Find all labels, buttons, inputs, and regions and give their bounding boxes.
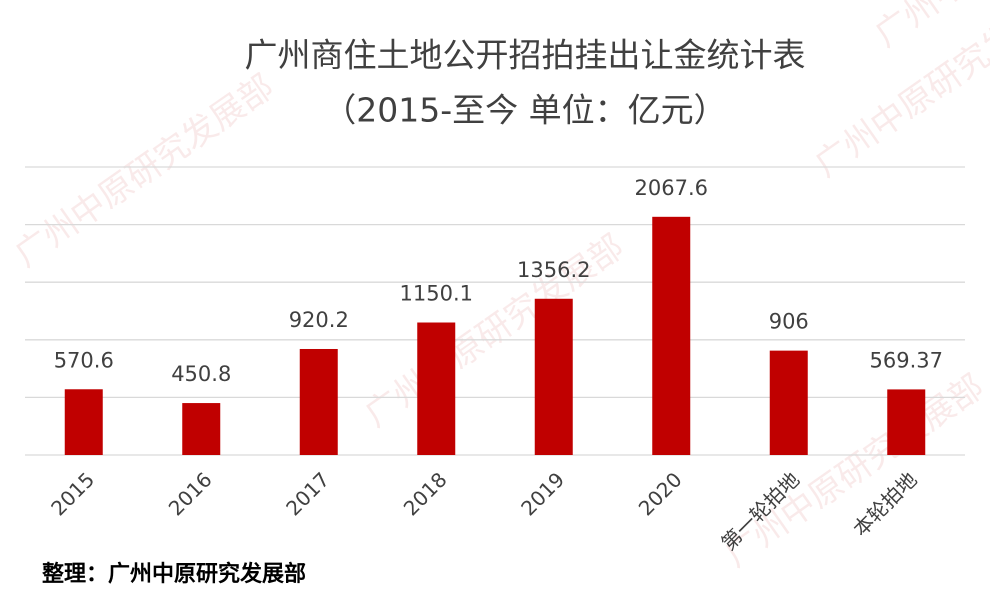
watermark: 广州中原研究发展部 xyxy=(718,367,990,575)
bar xyxy=(182,403,221,455)
x-tick-label: 2020 xyxy=(634,467,687,520)
x-tick-label: 2017 xyxy=(281,467,334,520)
chart-subtitle: （2015-至今 单位：亿元） xyxy=(323,91,726,130)
bar xyxy=(417,322,456,455)
value-label: 1150.1 xyxy=(400,282,473,306)
value-label: 1356.2 xyxy=(517,258,590,282)
value-label: 570.6 xyxy=(54,348,114,372)
bar xyxy=(769,350,808,455)
bar xyxy=(534,298,573,455)
value-label: 920.2 xyxy=(289,308,349,332)
bar xyxy=(887,389,926,455)
x-tick-label: 2018 xyxy=(399,467,452,520)
value-label: 450.8 xyxy=(171,362,231,386)
source-note: 整理：广州中原研究发展部 xyxy=(42,561,306,587)
value-label: 2067.6 xyxy=(635,176,708,200)
value-label: 569.37 xyxy=(870,348,943,372)
value-label: 906 xyxy=(769,310,809,334)
bar xyxy=(299,348,338,455)
x-tick-label: 2016 xyxy=(164,467,217,520)
bar xyxy=(64,389,103,455)
watermark: 广州中原研究发展部 xyxy=(8,67,282,275)
x-tick-label: 2015 xyxy=(46,467,99,520)
chart-title: 广州商住土地公开招拍挂出让金统计表 xyxy=(245,36,806,75)
x-tick-label: 2019 xyxy=(516,467,569,520)
bar xyxy=(652,216,691,455)
